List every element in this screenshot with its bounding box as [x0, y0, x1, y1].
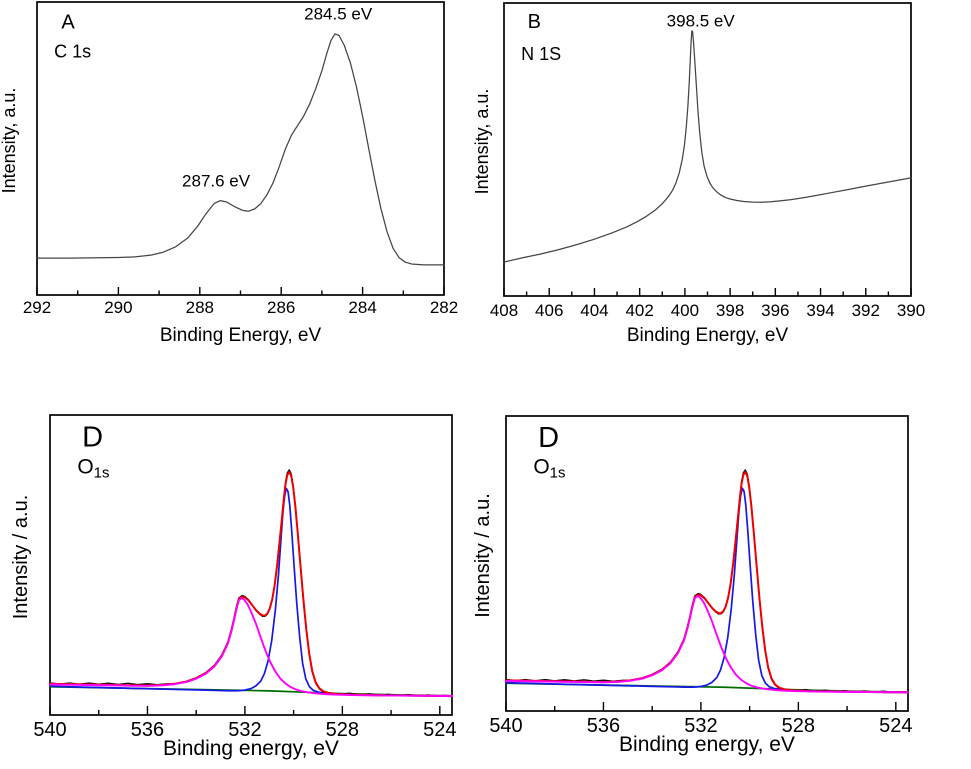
x-axis-tick-label: 408: [490, 301, 518, 320]
species-label: C 1s: [54, 42, 91, 62]
x-axis-tick-label: 400: [671, 301, 699, 320]
x-axis-tick-label: 532: [228, 719, 261, 741]
panel-a-c1s-plot: 292 290 288 286 284 282 Binding Energy, eV Inte…: [0, 1, 458, 346]
peak-annotation: 287.6 eV: [182, 172, 251, 191]
spectrum-curve-fit-component-530-eV: [49, 487, 453, 698]
species-label: O1s: [533, 456, 565, 482]
peak-annotation: 284.5 eV: [304, 5, 373, 24]
y-axis-title: Intensity, a.u.: [472, 89, 492, 195]
spectrum-curve-raw-data: [505, 469, 909, 693]
xps-panel-b-n1s: 408 406 404 402 400 398 396 394 392 390 Binding En…: [470, 0, 971, 375]
x-axis-tick-label: 540: [489, 715, 522, 737]
x-axis-tick-label: 292: [23, 298, 51, 317]
spectrum-curve-fit-envelope: [505, 471, 909, 694]
x-axis-tick-label: 536: [587, 715, 620, 737]
x-axis-title: Binding energy, eV: [163, 737, 339, 760]
x-axis-tick-label: 394: [806, 301, 834, 320]
panel-letter: D: [538, 422, 559, 454]
x-axis-tick-label: 390: [897, 301, 925, 320]
xps-panel-d-o1s-left: 540 536 532 528 524 Binding energy, eV Intensi…: [0, 380, 485, 769]
panel-d-right-o1s-plot: 540 536 532 528 524 Binding energy, eV Intensi…: [472, 415, 913, 756]
x-axis-tick-label: 402: [625, 301, 653, 320]
x-axis-tick-label: 528: [782, 715, 815, 737]
axes-box: [49, 414, 453, 716]
panel-letter: A: [61, 11, 75, 33]
spectrum-curve-fit-component-532-eV: [505, 595, 909, 694]
peak-annotation: 398.5 eV: [667, 11, 736, 30]
xps-panel-d-o1s-right: 540 536 532 528 524 Binding energy, eV Intensi…: [470, 380, 971, 769]
x-axis-tick-label: 404: [580, 301, 608, 320]
x-axis-tick-label: 524: [423, 719, 456, 741]
axes-box: [36, 1, 445, 296]
x-axis-tick-label: 528: [326, 719, 359, 741]
x-axis-tick-label: 396: [761, 301, 789, 320]
x-axis-title: Binding energy, eV: [619, 733, 795, 756]
x-axis-tick-label: 286: [267, 298, 295, 317]
x-axis-tick-label: 288: [186, 298, 214, 317]
x-axis-tick-label: 540: [33, 719, 66, 741]
spectrum-curve-fit-component-532-eV: [49, 597, 453, 697]
panel-b-n1s-plot: 408 406 404 402 400 398 396 394 392 390 Binding En…: [472, 2, 925, 346]
x-axis-title: Binding Energy, eV: [627, 325, 789, 346]
spectrum-curve-fit-envelope: [49, 471, 453, 698]
panel-letter: D: [82, 422, 103, 454]
x-axis-tick-label: 406: [535, 301, 563, 320]
spectrum-curve-N-1s-spectrum: [503, 30, 912, 263]
y-axis-title: Intensity, a.u.: [0, 88, 19, 194]
panel-d-left-o1s-plot: 540 536 532 528 524 Binding energy, eV Intensi…: [10, 414, 457, 760]
species-label: N 1S: [521, 44, 561, 64]
species-label: O1s: [77, 456, 109, 482]
x-axis-tick-label: 392: [852, 301, 880, 320]
x-axis-tick-label: 290: [104, 298, 132, 317]
axes-box: [505, 415, 909, 712]
spectrum-curve-fit-component-530-eV: [505, 487, 909, 694]
axes-box: [503, 2, 912, 297]
x-axis-tick-label: 532: [684, 715, 717, 737]
panel-letter: B: [528, 11, 541, 33]
y-axis-title: Intensity / a.u.: [472, 493, 494, 618]
x-axis-title: Binding Energy, eV: [160, 325, 322, 346]
spectrum-curve-C-1s-spectrum: [36, 33, 445, 266]
x-axis-tick-label: 536: [131, 719, 164, 741]
x-axis-tick-label: 524: [879, 715, 912, 737]
x-axis-tick-label: 282: [430, 298, 458, 317]
spectrum-curve-raw-data: [49, 469, 453, 697]
xps-panel-a-c1s: 292 290 288 286 284 282 Binding Energy, eV Inte…: [0, 0, 485, 375]
x-axis-tick-label: 398: [716, 301, 744, 320]
x-axis-tick-label: 284: [348, 298, 376, 317]
y-axis-title: Intensity / a.u.: [10, 495, 32, 620]
